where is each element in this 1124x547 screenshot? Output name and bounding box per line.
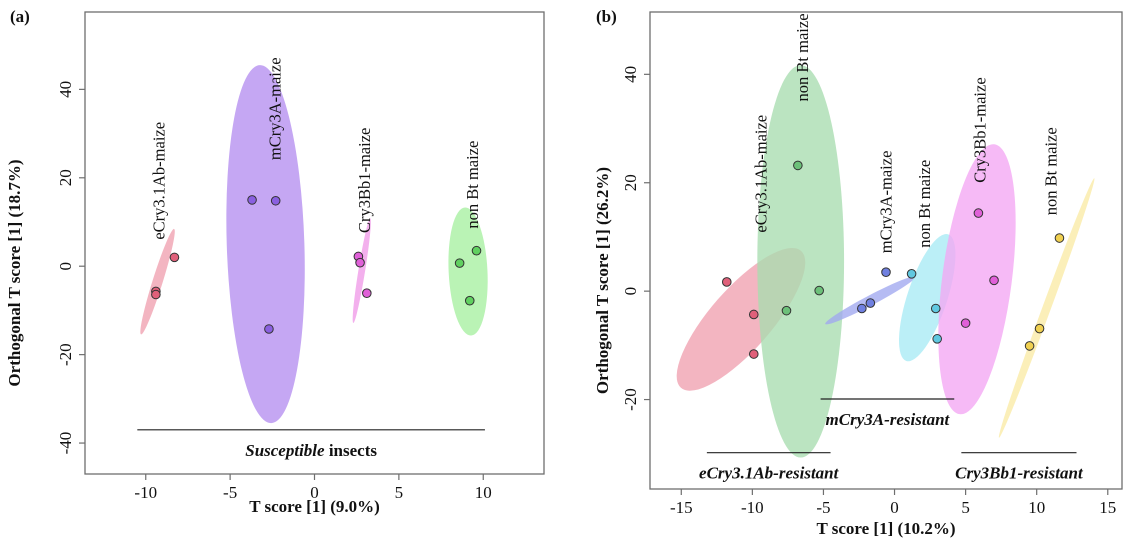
y-tick-label: 20 — [621, 174, 640, 191]
data-point — [169, 252, 180, 263]
data-point — [1024, 341, 1035, 351]
x-tick-label: -15 — [670, 498, 693, 517]
data-point — [748, 309, 759, 320]
x-tick-label: -10 — [741, 498, 764, 517]
bracket-label: Cry3Bb1-resistant — [955, 464, 1084, 483]
panel-label: (a) — [10, 7, 30, 26]
bracket-label: mCry3A-resistant — [826, 410, 951, 429]
data-point — [960, 318, 971, 328]
x-tick-label: -5 — [816, 498, 830, 517]
group-label: Cry3Bb1-maize — [971, 77, 990, 182]
data-point — [748, 349, 759, 359]
x-tick-label: 5 — [961, 498, 970, 517]
y-tick-label: -20 — [621, 388, 640, 411]
data-point — [355, 257, 365, 268]
data-point — [906, 269, 917, 279]
y-tick-label: 40 — [56, 81, 75, 98]
confidence-ellipse — [352, 218, 371, 324]
bracket-label-rest: insects — [325, 441, 378, 460]
group-label: non Bt maize — [793, 13, 812, 101]
bracket-label-italic: mCry3A-resistant — [826, 410, 951, 429]
data-point — [264, 324, 274, 334]
x-tick-label: 15 — [1099, 498, 1116, 517]
panel-b-scatter-plot: eCry3.1Ab-maize non Bt maize mCry3A-maize n… — [593, 7, 1123, 538]
data-point — [471, 245, 482, 256]
x-tick-label: -5 — [223, 483, 237, 502]
y-tick-label: 40 — [621, 66, 640, 83]
y-tick-label: -20 — [56, 343, 75, 366]
data-point — [454, 258, 465, 268]
data-point — [881, 267, 891, 277]
data-point — [247, 195, 257, 205]
data-point — [464, 295, 475, 306]
y-axis-title: Orthogonal T score [1] (18.7%) — [5, 159, 24, 386]
group-label: mCry3A-maize — [266, 57, 285, 160]
bracket-label-italic: Cry3Bb1-resistant — [955, 464, 1084, 483]
data-point — [1034, 323, 1045, 334]
confidence-ellipse — [757, 65, 845, 458]
data-point — [865, 298, 876, 308]
y-axis-title: Orthogonal T score [1] (26.2%) — [593, 167, 612, 394]
group-label: Cry3Bb1-maize — [355, 128, 374, 233]
data-point — [270, 195, 281, 206]
confidence-ellipse — [448, 207, 488, 336]
panel-a-scatter-plot: eCry3.1Ab-maize mCry3A-maize Cry3Bb1-maize… — [5, 7, 545, 516]
y-tick-label: -40 — [56, 432, 75, 455]
confidence-ellipse — [899, 234, 956, 362]
x-tick-label: 5 — [395, 483, 404, 502]
plot-frame — [649, 11, 1123, 490]
bracket-label-italic: eCry3.1Ab-resistant — [699, 464, 840, 483]
confidence-ellipse — [140, 228, 175, 335]
data-point — [151, 289, 161, 300]
data-point — [781, 305, 792, 316]
data-point — [721, 277, 732, 287]
y-tick-label: 0 — [621, 287, 640, 296]
group-label: mCry3A-maize — [877, 151, 896, 254]
data-point — [362, 288, 372, 298]
data-point — [857, 303, 867, 314]
x-tick-label: -10 — [134, 483, 157, 502]
x-axis-title: T score [1] (10.2%) — [816, 519, 955, 538]
bracket-label: eCry3.1Ab-resistant — [699, 464, 840, 483]
y-tick-label: 20 — [56, 169, 75, 186]
data-point — [793, 160, 803, 171]
confidence-ellipse — [998, 178, 1095, 438]
bracket-label-italic: Susceptible — [245, 441, 325, 460]
panel-label: (b) — [596, 7, 617, 26]
data-point — [1054, 233, 1065, 243]
x-tick-label: 10 — [475, 483, 492, 502]
x-tick-label: 10 — [1028, 498, 1045, 517]
data-point — [932, 334, 942, 344]
x-tick-label: 0 — [310, 483, 319, 502]
confidence-ellipse — [938, 144, 1016, 415]
data-point — [973, 208, 984, 218]
data-point — [814, 285, 824, 296]
group-label: non Bt maize — [463, 141, 482, 229]
group-label: non Bt maize — [915, 160, 934, 248]
data-point — [989, 275, 999, 286]
confidence-ellipse — [226, 65, 305, 424]
bracket-label: Susceptible insects — [245, 441, 377, 460]
y-tick-label: 0 — [56, 262, 75, 271]
data-point — [930, 303, 941, 314]
x-tick-label: 0 — [890, 498, 899, 517]
group-label: non Bt maize — [1042, 127, 1061, 215]
group-label: eCry3.1Ab-maize — [149, 122, 168, 240]
x-axis-title: T score [1] (9.0%) — [249, 497, 380, 516]
group-label: eCry3.1Ab-maize — [752, 115, 771, 233]
